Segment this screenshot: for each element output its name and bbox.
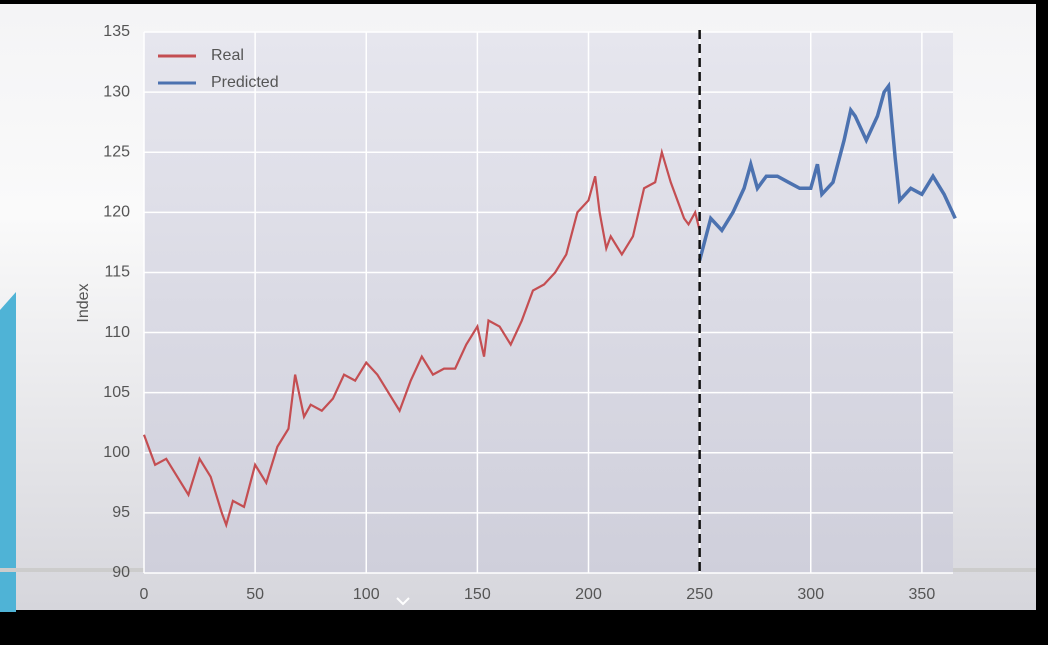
y-tick-label: 100 [103, 444, 130, 461]
chevron[interactable] [396, 597, 410, 606]
y-tick-label: 130 [103, 83, 130, 100]
x-tick-label: 250 [686, 586, 713, 603]
plot-area [144, 32, 953, 573]
x-tick-label: 0 [140, 586, 149, 603]
x-tick-label: 50 [246, 586, 264, 603]
side-shape [0, 292, 16, 612]
series-line [142, 147, 701, 529]
x-tick-label: 350 [909, 586, 936, 603]
y-tick-label: 95 [112, 504, 130, 521]
y-tick-label: 115 [104, 264, 130, 281]
series-line [697, 81, 957, 261]
x-tick-label: 300 [797, 586, 824, 603]
legend-label: Real [211, 47, 244, 64]
y-axis-label: Index [75, 283, 92, 322]
y-tick-label: 90 [112, 564, 130, 581]
x-tick-label: 100 [353, 586, 380, 603]
y-tick-label: 135 [103, 23, 130, 40]
y-tick-label: 120 [103, 204, 130, 221]
y-tick-label: 105 [103, 384, 130, 401]
x-tick-label: 200 [575, 586, 602, 603]
y-tick-label: 125 [103, 143, 130, 160]
legend-label: Predicted [211, 74, 279, 91]
x-tick-label: 150 [464, 586, 491, 603]
y-tick-label: 110 [104, 324, 130, 341]
